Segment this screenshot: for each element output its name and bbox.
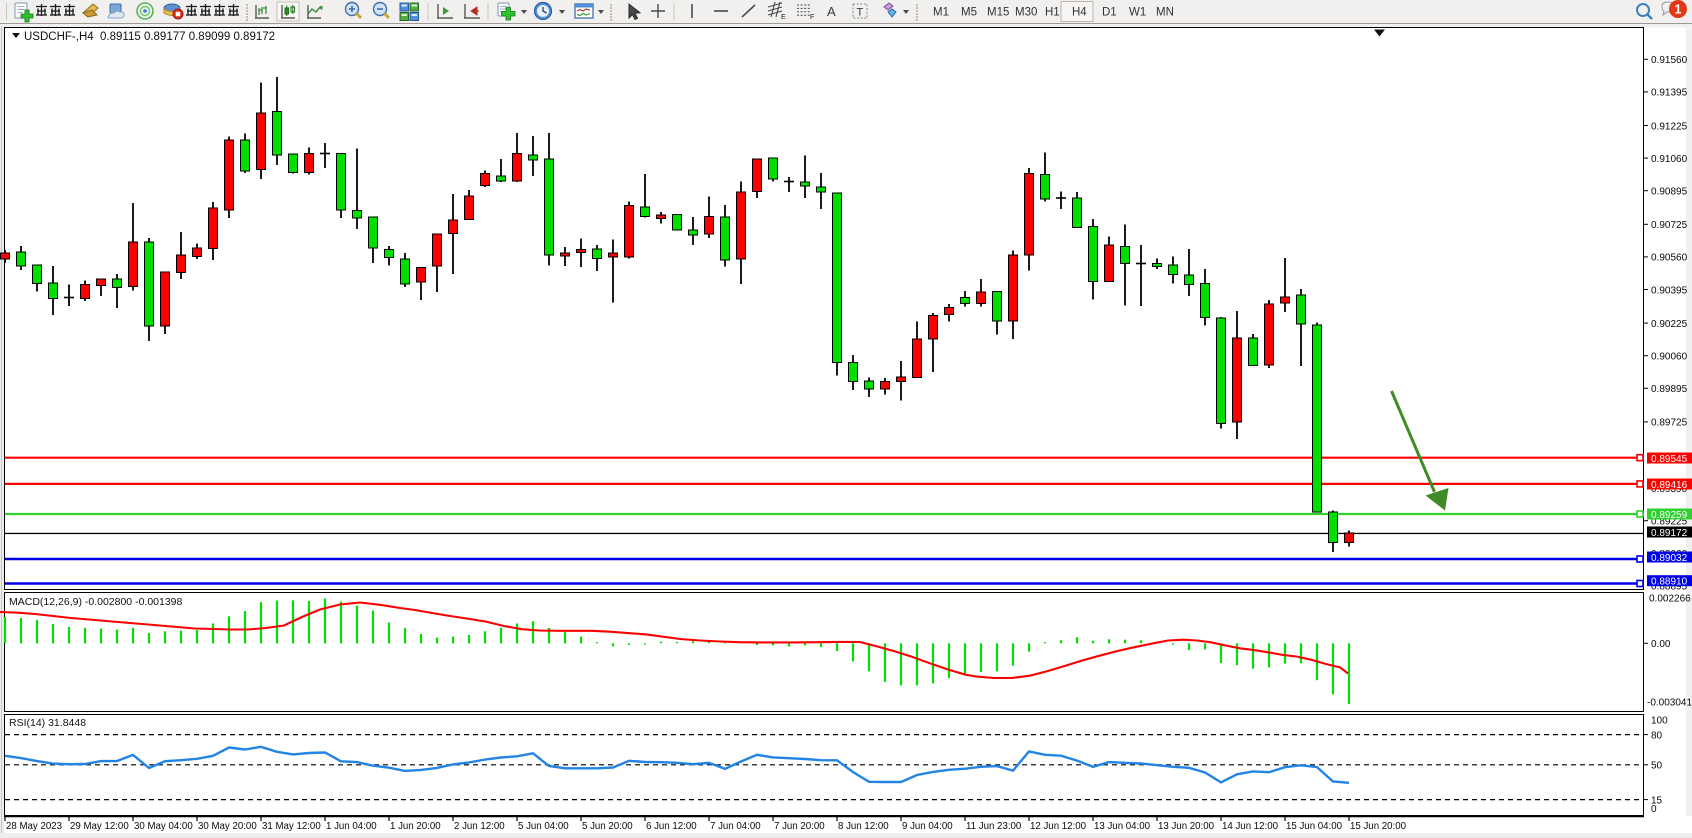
svg-text:30 May 20:00: 30 May 20:00 (198, 821, 257, 832)
svg-text:7 Jun 20:00: 7 Jun 20:00 (774, 821, 825, 832)
svg-text:W1: W1 (1129, 7, 1146, 19)
svg-text:13 Jun 20:00: 13 Jun 20:00 (1158, 821, 1215, 832)
svg-text:M30: M30 (1015, 7, 1037, 19)
svg-text:0.91225: 0.91225 (1651, 121, 1688, 132)
svg-text:USDCHF-,H4 0.89115 0.89177 0.: USDCHF-,H4 0.89115 0.89177 0.89099 0.891… (24, 31, 275, 43)
svg-text:2 Jun 12:00: 2 Jun 12:00 (454, 821, 505, 832)
svg-text:12 Jun 12:00: 12 Jun 12:00 (1030, 821, 1087, 832)
svg-text:MACD(12,26,9) -0.002800 -0.001: MACD(12,26,9) -0.002800 -0.001398 (9, 596, 183, 608)
svg-text:14 Jun 12:00: 14 Jun 12:00 (1222, 821, 1279, 832)
svg-text:0.00: 0.00 (1651, 639, 1671, 650)
svg-text:M5: M5 (961, 7, 977, 19)
svg-text:0.90060: 0.90060 (1651, 352, 1688, 363)
svg-text:0.88895: 0.88895 (1651, 582, 1688, 593)
svg-text:15 Jun 20:00: 15 Jun 20:00 (1350, 821, 1407, 832)
svg-text:5 Jun 20:00: 5 Jun 20:00 (582, 821, 633, 832)
svg-text:0.90725: 0.90725 (1651, 220, 1688, 231)
svg-text:50: 50 (1651, 761, 1663, 772)
svg-text:0.90560: 0.90560 (1651, 253, 1688, 264)
svg-text:1 Jun 20:00: 1 Jun 20:00 (390, 821, 441, 832)
svg-text:0.90895: 0.90895 (1651, 187, 1688, 198)
svg-text:0.89225: 0.89225 (1651, 517, 1688, 528)
svg-text:6 Jun 12:00: 6 Jun 12:00 (646, 821, 697, 832)
svg-text:1 Jun 04:00: 1 Jun 04:00 (326, 821, 377, 832)
svg-text:0.89895: 0.89895 (1651, 384, 1688, 395)
svg-text:30 May 04:00: 30 May 04:00 (134, 821, 193, 832)
svg-text:E: E (781, 14, 786, 21)
svg-text:M1: M1 (933, 7, 949, 19)
svg-text:31 May 12:00: 31 May 12:00 (262, 821, 321, 832)
svg-text:F: F (810, 14, 814, 21)
svg-text:0.89259: 0.89259 (1651, 510, 1688, 521)
svg-text:0.89416: 0.89416 (1651, 480, 1688, 491)
svg-text:28 May 2023: 28 May 2023 (6, 821, 62, 832)
svg-text:13 Jun 04:00: 13 Jun 04:00 (1094, 821, 1151, 832)
svg-text:0.89032: 0.89032 (1651, 553, 1688, 564)
svg-text:0.002266: 0.002266 (1649, 594, 1691, 605)
svg-text:1: 1 (1675, 3, 1682, 17)
svg-text:RSI(14) 31.8448: RSI(14) 31.8448 (9, 717, 86, 729)
svg-text:80: 80 (1651, 731, 1663, 742)
svg-text:-0.003041: -0.003041 (1647, 698, 1692, 709)
svg-text:M15: M15 (987, 7, 1009, 19)
svg-text:A: A (827, 4, 836, 19)
svg-text:11 Jun 23:00: 11 Jun 23:00 (966, 821, 1022, 832)
svg-text:0.89545: 0.89545 (1651, 454, 1688, 465)
svg-text:MN: MN (1156, 7, 1174, 19)
svg-text:15 Jun 04:00: 15 Jun 04:00 (1286, 821, 1343, 832)
svg-text:29 May 12:00: 29 May 12:00 (70, 821, 129, 832)
svg-text:7 Jun 04:00: 7 Jun 04:00 (710, 821, 761, 832)
svg-text:H1: H1 (1045, 7, 1060, 19)
svg-text:0.91395: 0.91395 (1651, 88, 1688, 99)
svg-text:0.91060: 0.91060 (1651, 154, 1688, 165)
svg-text:H4: H4 (1072, 7, 1087, 19)
svg-text:15: 15 (1651, 796, 1663, 807)
svg-text:0.91560: 0.91560 (1651, 55, 1688, 66)
svg-text:T: T (857, 7, 864, 19)
svg-text:D1: D1 (1102, 7, 1117, 19)
svg-text:0.89725: 0.89725 (1651, 418, 1688, 429)
svg-text:0.88910: 0.88910 (1651, 577, 1688, 588)
svg-text:0.90225: 0.90225 (1651, 319, 1688, 330)
svg-text:0.89172: 0.89172 (1651, 528, 1688, 539)
svg-text:0: 0 (1651, 804, 1657, 815)
svg-text:8 Jun 12:00: 8 Jun 12:00 (838, 821, 889, 832)
svg-text:0.90395: 0.90395 (1651, 285, 1688, 296)
svg-text:5 Jun 04:00: 5 Jun 04:00 (518, 821, 569, 832)
svg-text:100: 100 (1651, 716, 1668, 727)
svg-text:9 Jun 04:00: 9 Jun 04:00 (902, 821, 953, 832)
